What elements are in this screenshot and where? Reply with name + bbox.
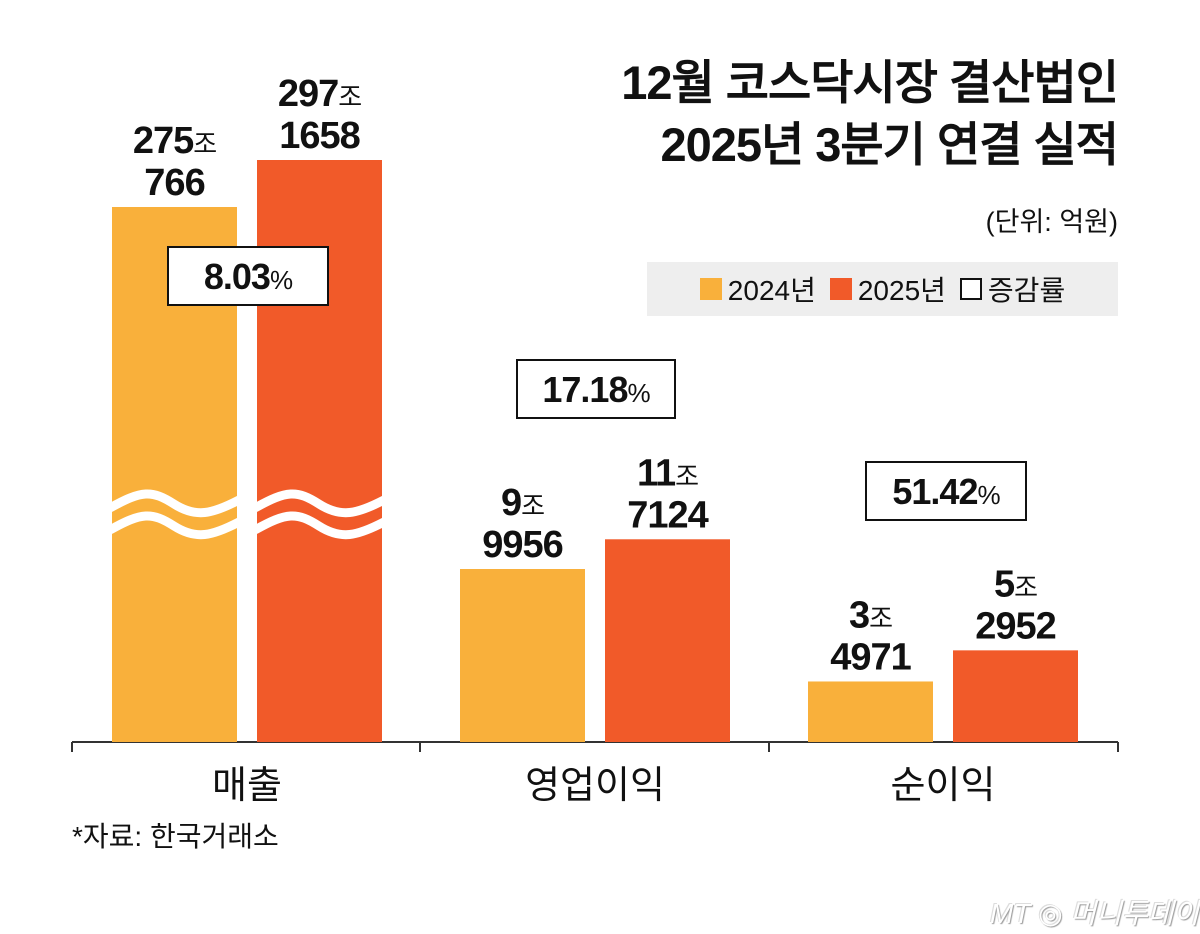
title-line-2: 2025년 3분기 연결 실적 (660, 118, 1119, 171)
axis-break-mark (252, 511, 387, 540)
category-label: 순이익 (891, 765, 996, 807)
data-label: 297조 (278, 73, 361, 115)
legend: 2024년 2025년 증감률 (647, 262, 1118, 316)
growth-rate-box (167, 246, 329, 306)
bar-2025년-순이익 (953, 650, 1078, 742)
category-label: 매출 (212, 765, 282, 807)
category-label: 영업이익 (525, 765, 665, 807)
data-label: 275조 (133, 120, 216, 162)
legend-swatch-2025 (829, 278, 852, 300)
bar-2025년-영업이익 (605, 539, 730, 742)
logo-watermark: MT ◎ 머니투데이 (990, 898, 1200, 929)
source-note: *자료: 한국거래소 (72, 821, 279, 852)
legend-label-growth: 증감률 (987, 275, 1066, 306)
data-label: 3조 (849, 594, 892, 636)
axis-break-mark (252, 489, 387, 518)
axis-break-mark (107, 511, 242, 540)
title-line-1: 12월 코스닥시장 결산법인 (621, 56, 1119, 109)
growth-rate-label: 8.03% (204, 256, 293, 297)
axis-break-mark (107, 489, 242, 518)
data-label: 7124 (627, 494, 708, 536)
legend-label-2025: 2025년 (857, 275, 946, 306)
unit-label: (단위: 억원) (985, 207, 1118, 237)
data-label: 5조 (994, 563, 1037, 605)
bar-2024년-영업이익 (460, 569, 585, 742)
data-label: 11조 (637, 452, 698, 494)
legend-swatch-2024 (699, 278, 722, 300)
bar-2024년-순이익 (808, 681, 933, 742)
growth-rate-label: 17.18% (542, 369, 650, 410)
growth-rate-box (865, 461, 1027, 521)
data-label: 766 (144, 162, 204, 204)
data-label: 9조 (501, 482, 544, 524)
data-label: 2952 (975, 605, 1056, 647)
growth-rate-label: 51.42% (892, 471, 1000, 512)
data-label: 9956 (482, 524, 563, 566)
legend-label-2024: 2024년 (727, 275, 816, 306)
data-label: 1658 (279, 115, 360, 157)
chart-title: 12월 코스닥시장 결산법인 2025년 3분기 연결 실적 (621, 52, 1119, 176)
data-label: 4971 (830, 636, 911, 678)
legend-swatch-growth (959, 278, 982, 300)
growth-rate-box (516, 359, 676, 419)
